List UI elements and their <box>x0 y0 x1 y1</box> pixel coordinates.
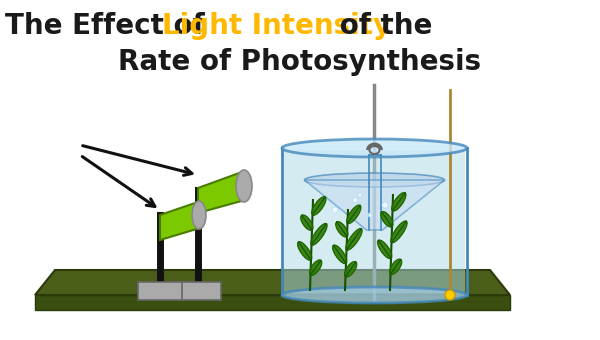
Circle shape <box>382 202 388 208</box>
Polygon shape <box>391 221 407 243</box>
Polygon shape <box>312 197 326 215</box>
Polygon shape <box>35 295 510 310</box>
Circle shape <box>358 193 362 197</box>
Bar <box>284 150 465 293</box>
Text: The Effect of: The Effect of <box>5 12 214 40</box>
Circle shape <box>368 213 372 217</box>
Text: Light Intensity: Light Intensity <box>162 12 391 40</box>
Polygon shape <box>310 260 322 275</box>
Polygon shape <box>381 211 393 227</box>
Polygon shape <box>346 228 362 250</box>
Ellipse shape <box>282 139 467 157</box>
Polygon shape <box>298 242 312 260</box>
Polygon shape <box>332 245 347 264</box>
Text: Rate of Photosynthesis: Rate of Photosynthesis <box>118 48 482 76</box>
Bar <box>138 282 182 300</box>
Ellipse shape <box>236 170 252 202</box>
Polygon shape <box>389 259 402 274</box>
Polygon shape <box>305 180 445 230</box>
Ellipse shape <box>282 287 467 303</box>
Bar <box>175 282 221 300</box>
Polygon shape <box>35 270 510 295</box>
Circle shape <box>353 198 358 203</box>
Polygon shape <box>311 223 327 245</box>
Circle shape <box>445 290 455 300</box>
Polygon shape <box>347 205 361 224</box>
Circle shape <box>332 207 338 213</box>
Polygon shape <box>377 240 392 259</box>
Ellipse shape <box>305 173 445 187</box>
Polygon shape <box>344 261 357 277</box>
Text: of the: of the <box>330 12 432 40</box>
Ellipse shape <box>192 201 206 229</box>
Polygon shape <box>301 215 313 230</box>
Polygon shape <box>336 222 348 237</box>
Polygon shape <box>198 172 245 213</box>
Polygon shape <box>392 192 406 211</box>
Polygon shape <box>160 202 200 240</box>
